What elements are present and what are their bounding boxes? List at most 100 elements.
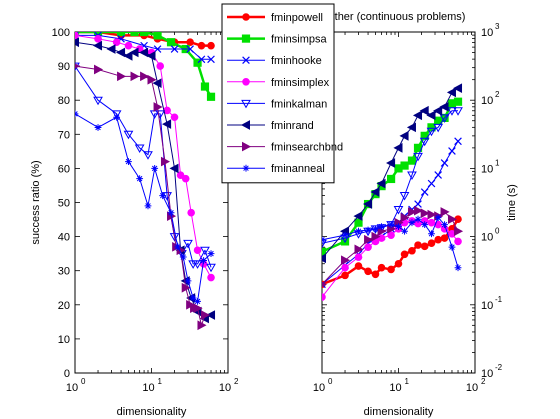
y-tick-label-exponent: -2 — [495, 363, 503, 372]
y-tick-label: 10 — [481, 27, 493, 39]
data-point-fminsearchbnd — [94, 64, 104, 75]
data-point-fminsimplex — [207, 273, 215, 282]
data-point-fminanneal — [341, 231, 349, 239]
legend-label-fminsimpsa: fminsimpsa — [271, 34, 328, 46]
data-point-fminsearchbnd — [147, 74, 157, 85]
data-point-fminsimplex — [364, 243, 372, 251]
y-tick-label-exponent: 3 — [495, 22, 500, 31]
data-point-fminrand — [92, 40, 103, 51]
data-point-fminsimpsa — [322, 247, 327, 256]
data-point-fminsearchbnd — [414, 205, 424, 216]
data-point-fminkalman — [419, 137, 430, 147]
x-axis-label: dimensionality — [364, 406, 434, 418]
right-plot-title: other (continuous problems) — [329, 11, 466, 23]
data-point-fminsimpsa — [200, 82, 210, 91]
data-point-fminpowell — [371, 270, 380, 279]
data-point-fminrand — [123, 51, 133, 61]
data-point-fminsearchbnd — [153, 102, 163, 112]
data-point-fminhooke — [454, 137, 462, 146]
data-point-fminrand — [353, 211, 363, 221]
x-tick-label: 10 — [66, 382, 78, 394]
legend-marker-fminsimplex — [242, 78, 250, 86]
legend-box — [221, 3, 335, 184]
x-tick-label-exponent: 0 — [81, 377, 86, 386]
y-tick-label: 20 — [58, 300, 70, 312]
data-point-fminkalman — [426, 127, 437, 137]
data-point-fminkalman — [183, 239, 193, 249]
data-point-fminrand — [370, 187, 380, 197]
y-tick-label: 70 — [58, 129, 70, 141]
data-point-fminpowell — [414, 241, 422, 249]
y-tick-label: 10 — [481, 368, 493, 380]
y-tick-label-exponent: 0 — [495, 227, 500, 236]
x-tick-label-exponent: 2 — [234, 377, 239, 386]
data-point-fminhooke — [427, 179, 436, 188]
x-tick-label-exponent: 1 — [405, 377, 410, 386]
data-point-fminanneal — [167, 209, 175, 217]
legend-label-fminsimplex: fminsimplex — [271, 77, 330, 89]
data-point-fminrand — [75, 37, 79, 48]
y-tick-label: 40 — [58, 232, 70, 244]
legend: fminpowell fminsimpsa fminhooke fminsimplex… — [221, 3, 343, 184]
data-point-fminsimplex — [181, 174, 190, 183]
data-point-fminanneal — [378, 223, 385, 231]
data-point-fminanneal — [136, 175, 144, 183]
data-point-fminsearchbnd — [181, 282, 191, 293]
left-plot: 100101102dimensionality01020304050607080… — [30, 27, 239, 418]
data-point-fminrand — [115, 47, 126, 58]
data-point-fminsimplex — [170, 113, 179, 122]
legend-label-fminanneal: fminanneal — [271, 163, 325, 175]
data-point-fminkalman — [200, 246, 210, 256]
data-point-fminanneal — [414, 215, 422, 223]
data-point-fminpowell — [394, 259, 403, 268]
legend-marker-fminsearchbnd — [242, 141, 252, 152]
data-point-fminsearchbnd — [160, 156, 171, 167]
data-point-fminanneal — [189, 294, 197, 302]
data-point-fminsearchbnd — [440, 207, 450, 217]
x-tick-label: 10 — [219, 382, 231, 394]
data-point-fminsearchbnd — [454, 226, 464, 237]
data-point-fminkalman — [407, 171, 417, 181]
data-point-fminhooke — [207, 55, 215, 64]
y-axis-label: success ratio (%) — [30, 160, 42, 244]
data-point-fminsimplex — [387, 231, 395, 239]
data-point-fminpowell — [364, 267, 372, 276]
data-point-fminsimpsa — [116, 32, 126, 37]
data-point-fminrand — [146, 51, 156, 61]
data-point-fminsimpsa — [153, 32, 162, 40]
x-tick-label: 10 — [466, 382, 478, 394]
data-point-fminsearchbnd — [420, 208, 430, 219]
data-point-fminsearchbnd — [447, 214, 458, 225]
data-point-fminpowell — [400, 250, 409, 259]
data-point-fminrand — [412, 110, 423, 121]
data-point-fminsimplex — [156, 62, 165, 70]
data-point-fminsearchbnd — [75, 63, 81, 69]
x-tick-label-exponent: 2 — [481, 377, 486, 386]
data-point-fminsimplex — [341, 263, 349, 272]
data-point-fminanneal — [194, 297, 201, 305]
data-point-fminpowell — [434, 235, 442, 244]
data-point-fminhooke — [420, 188, 429, 196]
data-point-fminpowell — [440, 234, 449, 242]
data-point-fminanneal — [372, 225, 379, 233]
data-point-fminrand — [376, 178, 386, 189]
plot-frame — [321, 31, 476, 374]
data-point-fminsearchbnd — [197, 320, 207, 331]
data-point-fminsimplex — [454, 237, 462, 246]
data-point-fminpowell — [420, 242, 429, 251]
y-tick-label: 90 — [58, 61, 70, 73]
data-point-fminsimplex — [354, 253, 363, 261]
data-point-fminanneal — [355, 227, 362, 235]
data-point-fminanneal — [434, 214, 442, 221]
series-layer — [75, 32, 216, 331]
data-point-fminanneal — [421, 221, 429, 228]
data-point-fminkalman — [399, 192, 410, 201]
data-point-fminrand — [139, 47, 149, 58]
data-point-fminkalman — [206, 263, 216, 273]
data-point-fminsimpsa — [166, 38, 176, 47]
data-point-fminpowell — [341, 271, 349, 280]
data-point-fminsimpsa — [407, 156, 417, 165]
data-point-fminkalman — [322, 239, 327, 249]
data-point-fminrand — [452, 83, 463, 94]
